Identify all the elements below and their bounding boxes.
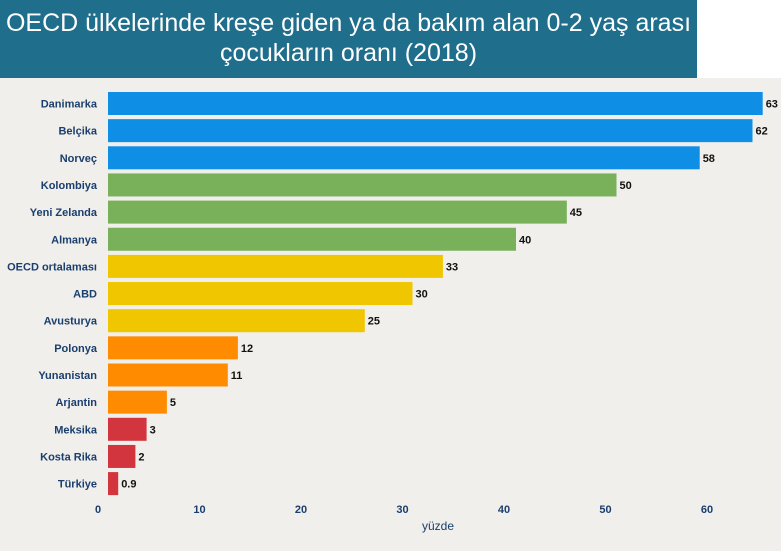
x-tick-label: 40 xyxy=(498,504,510,516)
category-label: ABD xyxy=(73,289,97,301)
value-label: 25 xyxy=(368,316,380,328)
value-label: 2 xyxy=(138,451,144,463)
value-label: 11 xyxy=(231,370,243,382)
bar-abd xyxy=(108,282,413,306)
x-axis-title: yüzde xyxy=(422,519,454,533)
bar-türkiye xyxy=(108,472,119,496)
x-tick-label: 20 xyxy=(295,504,307,516)
x-tick-label: 10 xyxy=(193,504,205,516)
x-tick-label: 0 xyxy=(95,504,101,516)
category-label: Türkiye xyxy=(58,479,97,491)
x-tick-label: 30 xyxy=(396,504,408,516)
value-label: 63 xyxy=(766,99,778,111)
bar-yeni-zelanda xyxy=(108,200,567,224)
category-label: Yunanistan xyxy=(38,370,97,382)
chart-title-line-1: OECD ülkelerinde kreşe giden ya da bakım… xyxy=(5,9,692,37)
x-tick-label: 50 xyxy=(599,504,611,516)
value-label: 33 xyxy=(446,261,458,273)
bar-meksika xyxy=(108,417,147,441)
category-label: Almanya xyxy=(51,234,98,246)
category-label: Meksika xyxy=(54,424,98,436)
value-label: 0.9 xyxy=(121,479,136,491)
x-tick-label: 60 xyxy=(701,504,713,516)
bar-belçika xyxy=(108,119,753,143)
bar-polonya xyxy=(108,336,238,360)
value-label: 58 xyxy=(703,153,715,165)
category-label: Yeni Zelanda xyxy=(30,207,98,219)
value-label: 45 xyxy=(570,207,582,219)
category-label: Kosta Rika xyxy=(40,451,98,463)
bar-kosta-rika xyxy=(108,444,136,468)
value-label: 62 xyxy=(756,126,768,138)
chart-title: OECD ülkelerinde kreşe giden ya da bakım… xyxy=(0,0,697,78)
category-label: Norveç xyxy=(60,153,97,165)
bar-yunanistan xyxy=(108,363,228,387)
value-label: 40 xyxy=(519,234,531,246)
category-label: Arjantin xyxy=(55,397,97,409)
category-label: Polonya xyxy=(54,343,98,355)
category-label: OECD ortalaması xyxy=(7,261,97,273)
value-label: 50 xyxy=(620,180,632,192)
bar-oecd-ortalaması xyxy=(108,254,443,278)
category-label: Avusturya xyxy=(44,316,98,328)
value-label: 12 xyxy=(241,343,253,355)
chart-title-line-2: çocukların oranı (2018) xyxy=(219,39,478,67)
value-label: 5 xyxy=(170,397,176,409)
value-label: 3 xyxy=(150,424,156,436)
category-label: Kolombiya xyxy=(41,180,98,192)
bar-almanya xyxy=(108,227,516,251)
bar-arjantin xyxy=(108,390,167,414)
bar-norveç xyxy=(108,146,700,170)
category-label: Danimarka xyxy=(41,99,98,111)
value-label: 30 xyxy=(416,289,428,301)
bar-kolombiya xyxy=(108,173,617,197)
bar-danimarka xyxy=(108,92,763,115)
bar-avusturya xyxy=(108,309,365,333)
category-label: Belçika xyxy=(58,126,97,138)
